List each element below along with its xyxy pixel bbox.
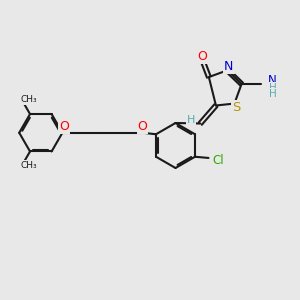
Text: CH₃: CH₃	[20, 161, 37, 170]
Text: N: N	[268, 74, 277, 87]
Text: Cl: Cl	[212, 154, 224, 167]
Text: CH₃: CH₃	[20, 95, 37, 104]
Text: O: O	[197, 50, 207, 62]
Text: H: H	[268, 88, 276, 99]
Text: O: O	[138, 120, 148, 133]
Text: N: N	[224, 60, 234, 73]
Text: O: O	[59, 120, 69, 133]
Text: H: H	[268, 82, 276, 93]
Text: H: H	[187, 115, 196, 125]
Text: S: S	[232, 100, 240, 114]
